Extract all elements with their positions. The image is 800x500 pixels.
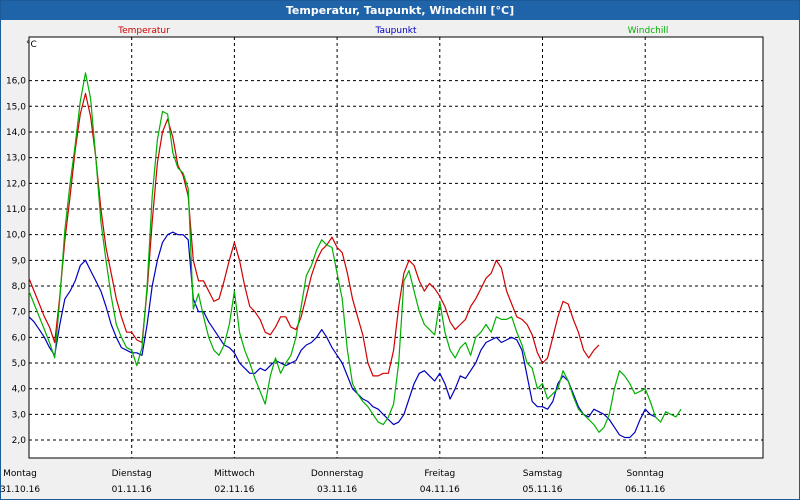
x-axis-labels: Montag 31.10.16 Dienstag 01.11.16 Mittwoch 02… [0, 469, 666, 495]
legend: Temperatur Taupunkt Windchill [117, 26, 668, 36]
legend-windchill: Windchill [628, 26, 669, 36]
x-tick-day: Freitag [424, 469, 455, 479]
x-tick-date: 31.10.16 [0, 485, 40, 495]
y-tick-label: 14,0 [6, 128, 26, 138]
y-tick-label: 4,0 [12, 385, 27, 395]
y-tick-label: 13,0 [6, 154, 26, 164]
y-tick-label: 12,0 [6, 179, 26, 189]
x-tick-day: Sonntag [627, 469, 664, 479]
legend-taupunkt: Taupunkt [374, 26, 417, 36]
x-tick-date: 05.11.16 [522, 485, 562, 495]
legend-temperatur: Temperatur [117, 26, 170, 36]
y-tick-label: 7,0 [12, 308, 27, 318]
x-tick-day: Montag [3, 469, 37, 479]
x-tick-day: Mittwoch [214, 469, 255, 479]
y-tick-label: 16,0 [6, 77, 26, 87]
y-tick-label: 9,0 [12, 256, 27, 266]
y-tick-label: 11,0 [6, 205, 26, 215]
x-tick-date: 01.11.16 [112, 485, 152, 495]
x-tick-day: Samstag [523, 469, 562, 479]
x-tick-date: 02.11.16 [214, 485, 254, 495]
window-title: Temperatur, Taupunkt, Windchill [°C] [1, 1, 799, 20]
series-line-temperatur [28, 92, 600, 377]
x-tick-date: 06.11.16 [625, 485, 665, 495]
x-tick-date: 04.11.16 [420, 485, 460, 495]
y-tick-label: 2,0 [12, 436, 27, 446]
y-tick-label: 6,0 [12, 333, 27, 343]
y-tick-label: 10,0 [6, 231, 26, 241]
x-tick-day: Dienstag [112, 469, 152, 479]
x-tick-date: 03.11.16 [317, 485, 357, 495]
x-tick-day: Donnerstag [311, 469, 364, 479]
y-tick-label: 3,0 [12, 410, 27, 420]
y-tick-label: 5,0 [12, 359, 27, 369]
series-line-taupunkt [28, 231, 656, 439]
y-tick-label: 8,0 [12, 282, 27, 292]
plot-area [28, 36, 764, 459]
series-line-windchill [28, 72, 682, 433]
y-axis-unit: °C [26, 40, 37, 50]
y-axis-labels: 2,0 3,0 4,0 5,0 6,0 7,0 8,0 9,0 10,0 11,0 12,0 13,0… [6, 77, 26, 446]
series-lines [28, 72, 682, 439]
y-tick-label: 15,0 [6, 102, 26, 112]
